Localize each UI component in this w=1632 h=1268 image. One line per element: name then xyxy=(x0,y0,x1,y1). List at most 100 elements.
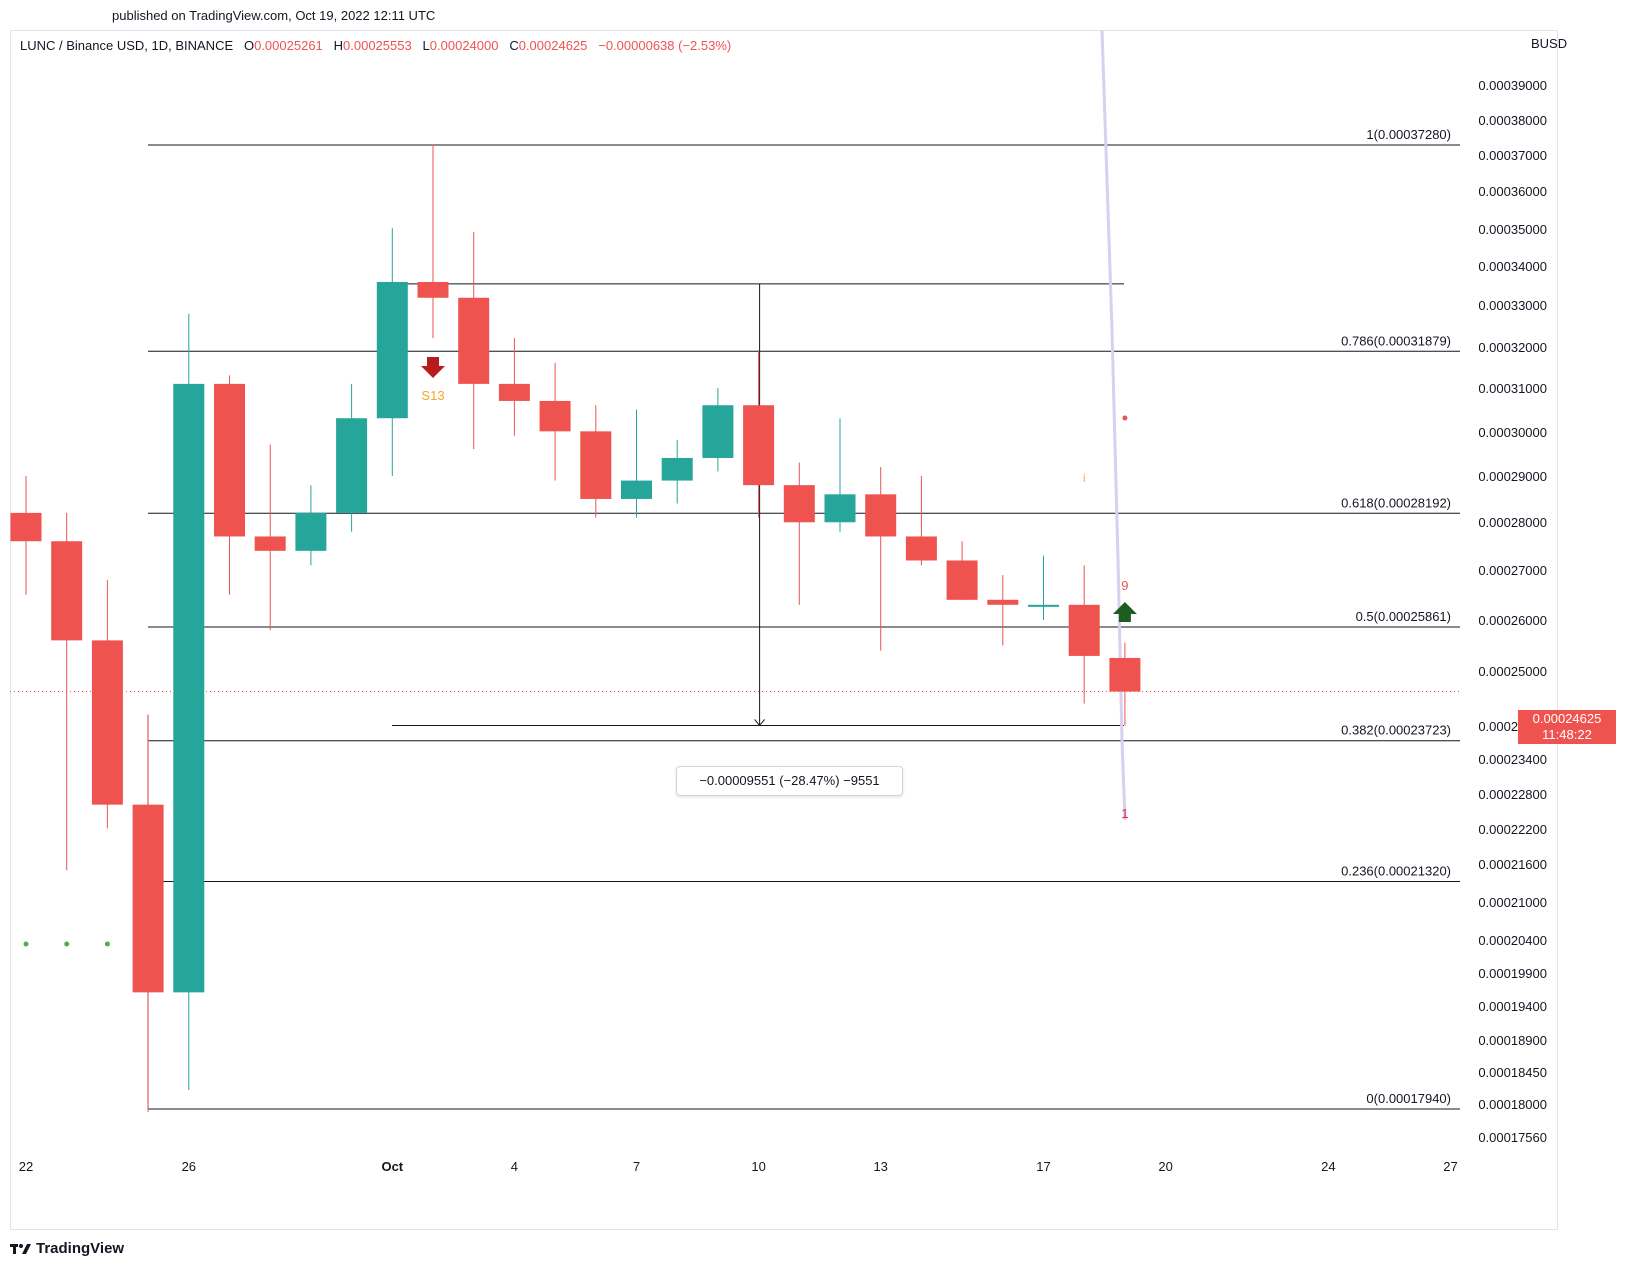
candle-body xyxy=(458,297,490,384)
time-tick-label: 13 xyxy=(873,1159,887,1174)
price-tick-label: 0.00021600 xyxy=(1478,857,1547,872)
fib-level-label: 0.382(0.00023723) xyxy=(1341,723,1451,738)
open-label: O xyxy=(243,38,255,53)
candle xyxy=(621,409,652,518)
price-tick-label: 0.00026000 xyxy=(1478,613,1547,628)
candle-body xyxy=(702,405,734,458)
measure-arrow-icon xyxy=(754,719,765,727)
currency-label[interactable]: BUSD xyxy=(1531,36,1568,51)
buy-arrow-icon xyxy=(1112,602,1137,622)
signal-dot xyxy=(23,941,29,947)
signal-dot xyxy=(64,941,70,947)
candle-body xyxy=(661,457,693,481)
symbol-legend[interactable]: LUNC / Binance USD, 1D, BINANCE O0.00025… xyxy=(20,38,731,53)
last-price: 0.00024625 xyxy=(1532,711,1602,726)
candle-body xyxy=(498,383,530,401)
last-price-tag: 0.00024625 11:48:22 xyxy=(1518,710,1616,744)
count-1-label: 1 xyxy=(1121,806,1128,821)
low-value: 0.00024000 xyxy=(429,38,499,53)
footer-brand-text: TradingView xyxy=(36,1240,125,1257)
time-tick-label: 27 xyxy=(1443,1159,1457,1174)
bar-countdown: 11:48:22 xyxy=(1542,727,1592,742)
close-value: 0.00024625 xyxy=(518,38,588,53)
candle-body xyxy=(987,599,1019,605)
fib-level-label: 0.236(0.00021320) xyxy=(1341,864,1451,879)
candle xyxy=(132,714,164,1112)
price-tick-label: 0.00020400 xyxy=(1478,933,1547,948)
time-axis[interactable]: 22 26 Oct 4 7 10 13 17 20 24 27 xyxy=(19,1159,1458,1174)
price-tick-label: 0.00018900 xyxy=(1478,1033,1547,1048)
candle-body xyxy=(824,494,856,523)
candle xyxy=(417,144,449,339)
candle-body xyxy=(51,541,83,641)
time-tick-label: 24 xyxy=(1321,1159,1335,1174)
price-tick-label: 0.00033000 xyxy=(1478,298,1547,313)
time-tick-label: 26 xyxy=(182,1159,196,1174)
candle xyxy=(51,512,83,871)
low-label: L xyxy=(422,38,430,53)
candle xyxy=(10,476,42,595)
candle-body xyxy=(865,494,897,537)
price-tick-label: 0.00035000 xyxy=(1478,222,1547,237)
candle xyxy=(254,444,286,631)
close-label: C xyxy=(509,38,519,53)
signal-dot xyxy=(104,941,110,947)
candle xyxy=(498,338,530,436)
candle-body xyxy=(1109,657,1141,692)
measure-tooltip[interactable]: −0.00009551 (−28.47%) −9551 xyxy=(676,766,903,796)
candle-body xyxy=(946,560,978,600)
count-9-label: 9 xyxy=(1121,578,1128,593)
price-tick-label: 0.00036000 xyxy=(1478,184,1547,199)
price-tick-label: 0.00022200 xyxy=(1478,822,1547,837)
candle-body xyxy=(10,512,42,542)
candle-body xyxy=(376,281,408,419)
price-tick-label: 0.00034000 xyxy=(1478,259,1547,274)
candle-body xyxy=(580,431,612,499)
price-tick-label: 0.00019400 xyxy=(1478,999,1547,1014)
price-tick-label: 0.00030000 xyxy=(1478,425,1547,440)
candle-body xyxy=(905,536,937,561)
indicator-curve xyxy=(1100,29,1127,821)
candle xyxy=(702,388,734,472)
price-tick-label: 0.00018450 xyxy=(1478,1065,1547,1080)
price-tick-label: 0.00021000 xyxy=(1478,895,1547,910)
footer-brand[interactable]: TradingView xyxy=(10,1240,124,1257)
price-axis[interactable]: 0.00039000 0.00038000 0.00037000 0.00036000… xyxy=(1478,78,1547,1145)
candle xyxy=(376,228,408,477)
candle xyxy=(580,405,612,518)
published-caption: published on TradingView.com, Oct 19, 20… xyxy=(112,8,436,23)
tradingview-logo-icon xyxy=(10,1243,31,1254)
price-tick-label: 0.00027000 xyxy=(1478,563,1547,578)
candle-body xyxy=(91,640,123,805)
candle xyxy=(743,350,775,518)
time-tick-label: 17 xyxy=(1036,1159,1050,1174)
candle xyxy=(661,440,693,504)
price-tick-label: 0.00019900 xyxy=(1478,966,1547,981)
chart-frame[interactable] xyxy=(10,30,1558,1230)
candle xyxy=(1028,555,1059,620)
annotations: S13 9 1 i xyxy=(10,29,1460,947)
price-tick-label: 0.00017560 xyxy=(1478,1130,1547,1145)
fibonacci-retracement[interactable]: 1(0.00037280) 0.786(0.00031879) 0.618(0.00… xyxy=(147,127,1460,1110)
candle xyxy=(173,313,205,1091)
fib-level-label: 0(0.00017940) xyxy=(1366,1091,1451,1106)
fib-level-label: 0.786(0.00031879) xyxy=(1341,333,1451,348)
candle xyxy=(783,462,815,605)
time-tick-label: 4 xyxy=(511,1159,518,1174)
candle-body xyxy=(336,418,368,513)
candle xyxy=(905,476,937,566)
candle xyxy=(987,575,1019,646)
candle xyxy=(91,580,123,829)
price-tick-label: 0.00028000 xyxy=(1478,515,1547,530)
candle-body xyxy=(1068,604,1100,656)
fib-level-label: 0.5(0.00025861) xyxy=(1356,609,1451,624)
price-tick-label: 0.00023400 xyxy=(1478,752,1547,767)
time-tick-label: Oct xyxy=(381,1159,403,1174)
open-value: 0.00025261 xyxy=(254,38,323,53)
count-i-label: i xyxy=(1083,473,1085,485)
candle xyxy=(539,362,571,481)
candle-body xyxy=(173,383,205,993)
candle-body xyxy=(621,480,652,499)
price-tick-label: 0.00039000 xyxy=(1478,78,1547,93)
